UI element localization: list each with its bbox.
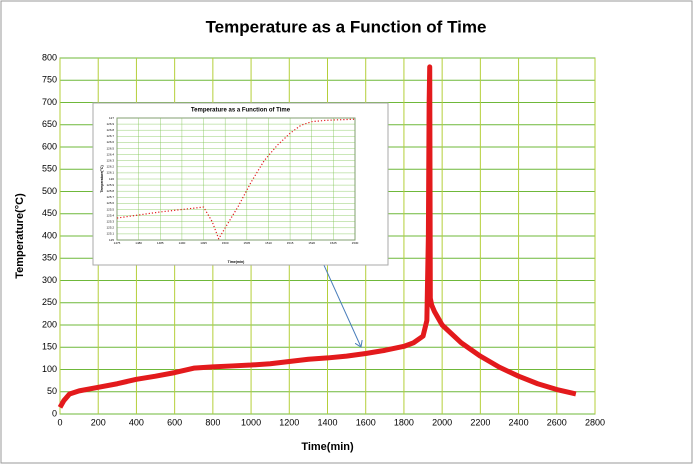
x-tick-label: 1485 — [157, 241, 164, 245]
x-tick-label: 1480 — [135, 241, 142, 245]
series-line — [57, 64, 577, 409]
x-tick-label: 400 — [129, 417, 144, 427]
y-tick-label: 127 — [109, 116, 114, 120]
y-tick-label: 125.8 — [106, 189, 114, 193]
x-tick-label: 1800 — [394, 417, 414, 427]
y-tick-label: 125.4 — [106, 213, 114, 217]
x-tick-label: 1505 — [243, 241, 250, 245]
x-tick-label: 1600 — [356, 417, 376, 427]
y-tick-label: 150 — [42, 342, 57, 352]
x-tick-label: 1200 — [279, 417, 299, 427]
x-tick-label: 1515 — [287, 241, 294, 245]
x-tick-label: 2600 — [547, 417, 567, 427]
y-tick-label: 500 — [42, 186, 57, 196]
x-axis-label: Time(min) — [301, 441, 354, 453]
y-tick-label: 126.5 — [106, 146, 114, 150]
y-tick-label: 126 — [109, 177, 114, 181]
chart-title: Temperature as a Function of Time — [191, 108, 291, 114]
x-tick-label: 1525 — [330, 241, 337, 245]
x-tick-label: 2000 — [432, 417, 452, 427]
y-tick-label: 126.3 — [106, 158, 114, 162]
y-tick-label: 125.5 — [106, 207, 114, 211]
y-axis-label: Temperature(°C) — [100, 165, 104, 192]
x-tick-label: 1490 — [179, 241, 186, 245]
y-tick-label: 125.6 — [106, 201, 114, 205]
x-tick-label: 2200 — [470, 417, 490, 427]
y-tick-label: 125.2 — [106, 226, 114, 230]
x-tick-label: 1000 — [241, 417, 261, 427]
y-tick-label: 126.9 — [106, 122, 114, 126]
x-tick-label: 1400 — [317, 417, 337, 427]
y-tick-label: 800 — [42, 52, 57, 62]
y-tick-label: 125.1 — [106, 232, 114, 236]
y-tick-label: 126.7 — [106, 134, 114, 138]
y-tick-label: 250 — [42, 297, 57, 307]
x-axis-label: Time(min) — [228, 260, 245, 264]
x-tick-label: 800 — [205, 417, 220, 427]
y-tick-label: 700 — [42, 97, 57, 107]
chart-title: Temperature as a Function of Time — [206, 17, 487, 36]
y-axis-label: Temperature(°C) — [14, 193, 26, 279]
y-tick-label: 0 — [52, 408, 57, 418]
x-tick-label: 0 — [57, 417, 62, 427]
y-tick-label: 125.7 — [106, 195, 114, 199]
x-tick-label: 600 — [167, 417, 182, 427]
y-tick-label: 126.4 — [106, 152, 114, 156]
y-tick-label: 400 — [42, 230, 57, 240]
y-tick-label: 600 — [42, 141, 57, 151]
y-tick-label: 750 — [42, 75, 57, 85]
y-tick-label: 550 — [42, 164, 57, 174]
y-tick-label: 450 — [42, 208, 57, 218]
y-tick-label: 126.1 — [106, 171, 114, 175]
x-tick-label: 1520 — [308, 241, 315, 245]
x-tick-label: 1510 — [265, 241, 272, 245]
series-line — [116, 118, 356, 240]
x-tick-label: 2400 — [509, 417, 529, 427]
y-tick-label: 126.6 — [106, 140, 114, 144]
y-tick-label: 350 — [42, 253, 57, 263]
y-tick-label: 125 — [109, 238, 114, 242]
y-tick-label: 300 — [42, 275, 57, 285]
y-tick-label: 125.3 — [106, 219, 114, 223]
y-tick-label: 125.9 — [106, 183, 114, 187]
y-tick-label: 100 — [42, 364, 57, 374]
y-tick-label: 126.2 — [106, 165, 114, 169]
x-tick-label: 1530 — [352, 241, 359, 245]
y-tick-label: 50 — [47, 386, 57, 396]
x-tick-label: 1495 — [200, 241, 207, 245]
x-tick-label: 200 — [91, 417, 106, 427]
y-tick-label: 200 — [42, 319, 57, 329]
x-tick-label: 1500 — [222, 241, 229, 245]
annotation-arrow — [317, 251, 361, 347]
x-tick-label: 1475 — [114, 241, 121, 245]
y-tick-label: 126.8 — [106, 128, 114, 132]
y-tick-label: 650 — [42, 119, 57, 129]
x-tick-label: 2800 — [585, 417, 605, 427]
